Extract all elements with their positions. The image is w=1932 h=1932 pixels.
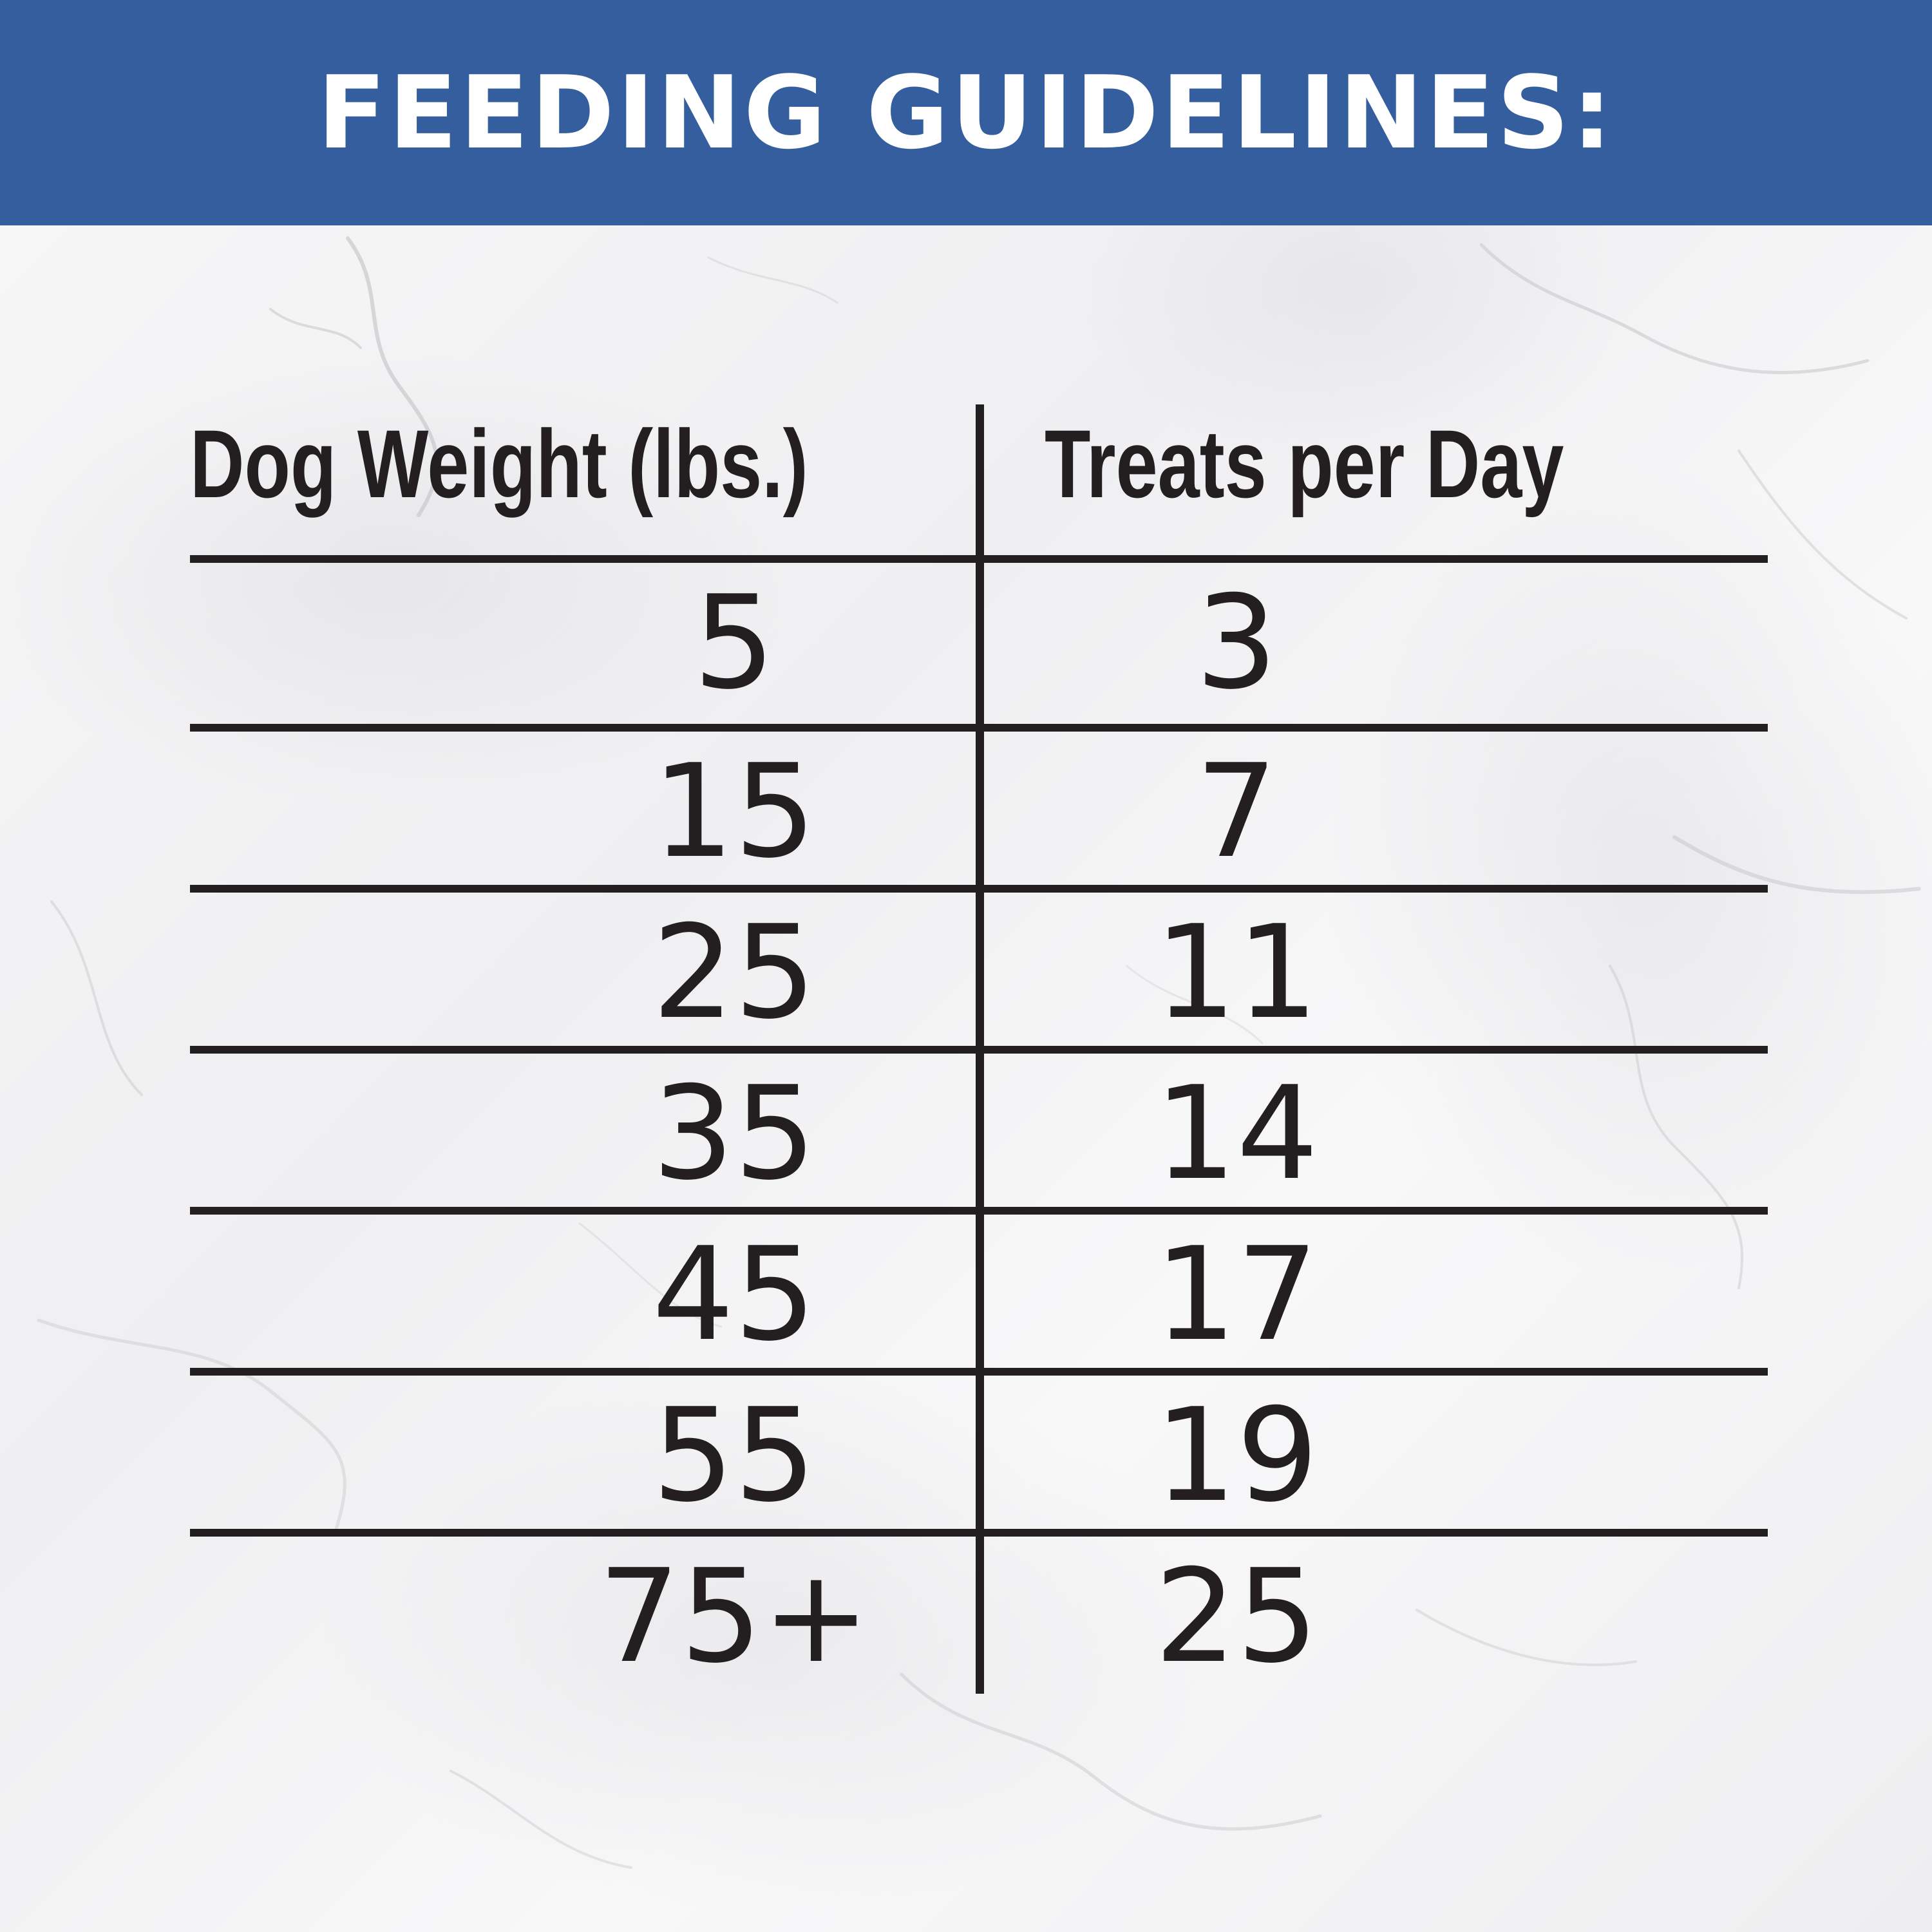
weight-cell: 15	[652, 737, 817, 887]
treats-cell: 3	[1195, 568, 1278, 718]
column-header-treats-per-day: Treats per Day	[1045, 410, 1564, 518]
header-bar	[0, 0, 1932, 225]
weight-cell: 5	[693, 568, 775, 718]
weight-cell: 75+	[598, 1542, 871, 1692]
weight-cell: 25	[652, 898, 817, 1048]
treats-cell: 14	[1154, 1059, 1319, 1209]
column-header-dog-weight: Dog Weight (lbs.)	[190, 410, 808, 518]
treats-cell: 25	[1154, 1542, 1319, 1692]
treats-cell: 11	[1154, 898, 1319, 1048]
treats-cell: 19	[1154, 1381, 1319, 1531]
weight-cell: 45	[652, 1220, 817, 1370]
header-rule	[190, 555, 1768, 563]
treats-cell: 7	[1195, 737, 1278, 887]
treats-cell: 17	[1154, 1220, 1319, 1370]
row-divider	[190, 1368, 1768, 1376]
row-divider	[190, 1046, 1768, 1054]
row-divider	[190, 1207, 1768, 1215]
row-divider	[190, 885, 1768, 893]
weight-cell: 35	[652, 1059, 817, 1209]
page-title: FEEDING GUIDELINES:	[317, 54, 1615, 171]
row-divider	[190, 1529, 1768, 1537]
weight-cell: 55	[652, 1381, 817, 1531]
row-divider	[190, 724, 1768, 732]
